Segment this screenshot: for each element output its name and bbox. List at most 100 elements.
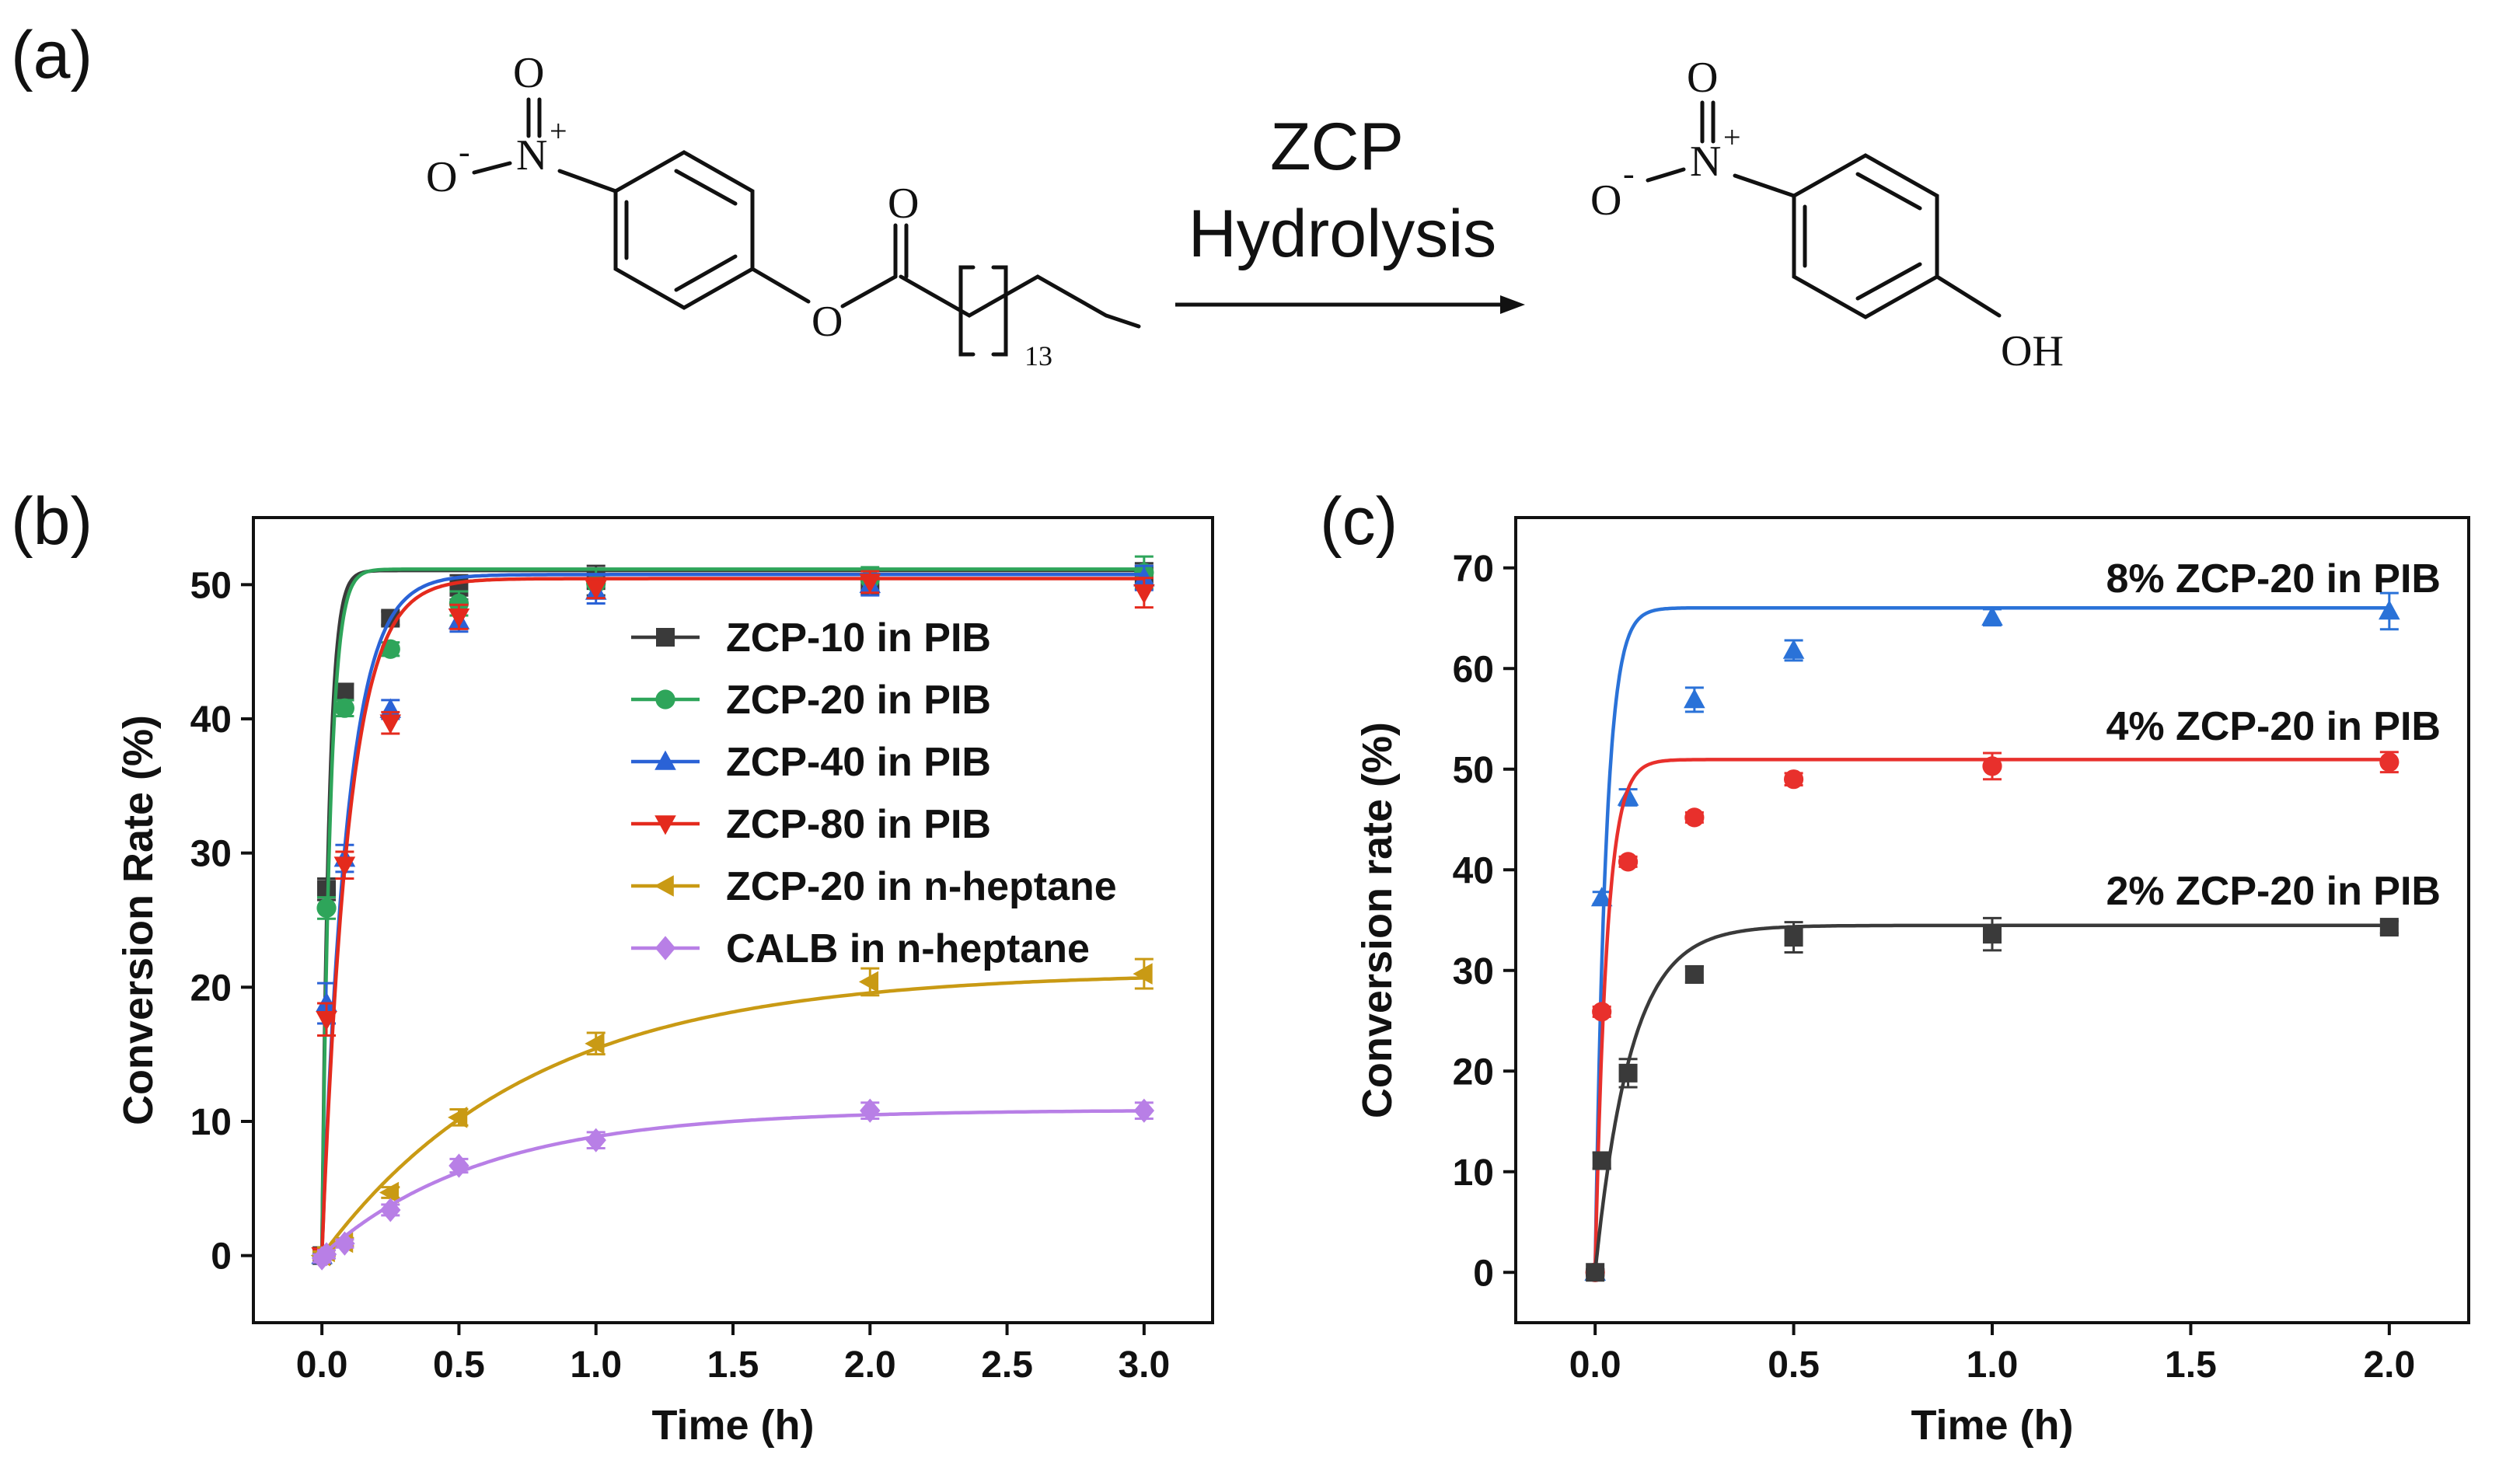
data-point [1592, 1151, 1611, 1170]
x-tick-label: 1.0 [570, 1344, 622, 1386]
data-point [1586, 1263, 1605, 1282]
data-point [1133, 963, 1153, 985]
data-point [1590, 887, 1613, 907]
reactant-n: N [516, 131, 547, 180]
y-axis-label: Conversion rate (%) [1354, 722, 1401, 1118]
data-point [2379, 752, 2400, 772]
reactant-ester-o: O [811, 298, 843, 346]
data-point [449, 1153, 469, 1178]
chart-c: 0.0 0.5 1.0 1.5 2.0 0 10 20 30 40 50 60 70 Time (h) Co… [1354, 516, 2470, 1449]
y-tick-label: 30 [190, 834, 232, 875]
reactant-n-ring-bond [557, 169, 618, 194]
y-tick-label: 70 [1453, 549, 1494, 590]
panel-c-label: (c) [1320, 484, 1398, 559]
reactant-o-left: O [426, 153, 457, 201]
arrow-label-bottom: Hydrolysis [1188, 197, 1497, 271]
panel-a-label: (a) [11, 18, 92, 92]
data-point [1133, 567, 1155, 587]
data-point [2379, 918, 2399, 937]
legend-label: ZCP-10 in PIB [726, 615, 991, 661]
legend-label: ZCP-80 in PIB [726, 802, 991, 847]
reactant-o-top: O [513, 49, 544, 97]
data-point [316, 992, 337, 1012]
data-point [1133, 1098, 1155, 1123]
data-point [1618, 1063, 1638, 1083]
series-2 [1585, 751, 2400, 1282]
series-4 [311, 570, 1155, 1268]
legend-item: ZCP-40 in PIB [631, 740, 991, 785]
x-tick-label: 2.0 [2363, 1344, 2415, 1386]
arrow-label-top: ZCP [1270, 110, 1404, 184]
data-point [1592, 1002, 1612, 1022]
reactant-plus: + [550, 113, 567, 148]
legend-item: CALB in n-heptane [631, 926, 1090, 971]
y-tick-label: 50 [190, 565, 232, 606]
data-point [379, 1181, 400, 1204]
data-point [316, 1010, 337, 1031]
series-annotation: 8% ZCP-20 in PIB [2106, 556, 2441, 602]
repeat-subscript: 13 [1024, 340, 1052, 371]
y-tick-label: 20 [1453, 1051, 1494, 1093]
fit-curve [320, 976, 1144, 1257]
series-1 [312, 562, 1154, 1265]
legend-marker [656, 628, 675, 647]
product-plus: + [1723, 120, 1741, 155]
product-minus: - [1623, 155, 1635, 193]
y-tick-label: 0 [211, 1236, 232, 1278]
data-point [585, 1128, 606, 1152]
x-tick-label: 1.0 [1967, 1344, 2019, 1386]
x-tick-label: 2.5 [981, 1344, 1033, 1386]
reactant-minus: - [459, 133, 470, 171]
product-o-top: O [1687, 54, 1718, 102]
y-tick-label: 10 [190, 1102, 232, 1143]
x-tick-label: 0.5 [433, 1344, 485, 1386]
data-point [1684, 807, 1705, 828]
legend-label: ZCP-40 in PIB [726, 740, 991, 785]
data-point [1981, 605, 2003, 626]
series-6 [311, 1098, 1155, 1271]
data-point [448, 608, 470, 629]
y-tick-label: 0 [1473, 1253, 1494, 1294]
x-tick-label: 3.0 [1118, 1344, 1170, 1386]
data-point [585, 580, 607, 600]
x-axis-label: Time (h) [651, 1402, 814, 1449]
repeat-bracket-left [958, 265, 976, 357]
product-o-left: O [1590, 176, 1621, 225]
legend-item: ZCP-80 in PIB [631, 802, 991, 847]
y-tick-label: 40 [190, 699, 232, 741]
data-point [585, 1033, 605, 1055]
fit-curve [1593, 758, 2389, 1273]
product-structure [1646, 100, 2002, 319]
legend-marker [654, 815, 676, 835]
x-tick-label: 2.0 [844, 1344, 896, 1386]
x-tick-label: 0.5 [1768, 1344, 1820, 1386]
data-point [1782, 639, 1805, 659]
product-oh: OH [2001, 327, 2064, 375]
y-tick-label: 40 [1453, 850, 1494, 891]
x-tick-label: 1.5 [707, 1344, 759, 1386]
data-point [333, 856, 356, 877]
data-point [1983, 925, 2002, 944]
series-2 [312, 555, 1154, 1266]
data-point [449, 593, 469, 614]
legend-label: ZCP-20 in n-heptane [726, 864, 1117, 909]
x-tick-label: 0.0 [1569, 1344, 1621, 1386]
chart-b: 0.0 0.5 1.0 1.5 2.0 2.5 3.0 0 10 20 30 40 50 Time (h)… [115, 516, 1214, 1449]
legend-marker [655, 689, 675, 710]
data-point [1783, 769, 1804, 790]
data-point [1618, 852, 1639, 872]
y-tick-label: 30 [1453, 951, 1494, 992]
legend-marker [654, 936, 676, 961]
series-annotation: 2% ZCP-20 in PIB [2106, 869, 2441, 914]
data-point [1133, 584, 1155, 605]
product-n: N [1690, 138, 1721, 186]
data-point [1684, 688, 1705, 709]
series-3 [1586, 916, 2399, 1282]
legend-label: CALB in n-heptane [726, 926, 1090, 971]
reactant-carbonyl-o: O [888, 180, 919, 228]
data-point [380, 1198, 401, 1222]
data-point [335, 682, 354, 702]
data-point [316, 898, 337, 919]
reaction-scheme: (a) O N [11, 18, 2064, 375]
